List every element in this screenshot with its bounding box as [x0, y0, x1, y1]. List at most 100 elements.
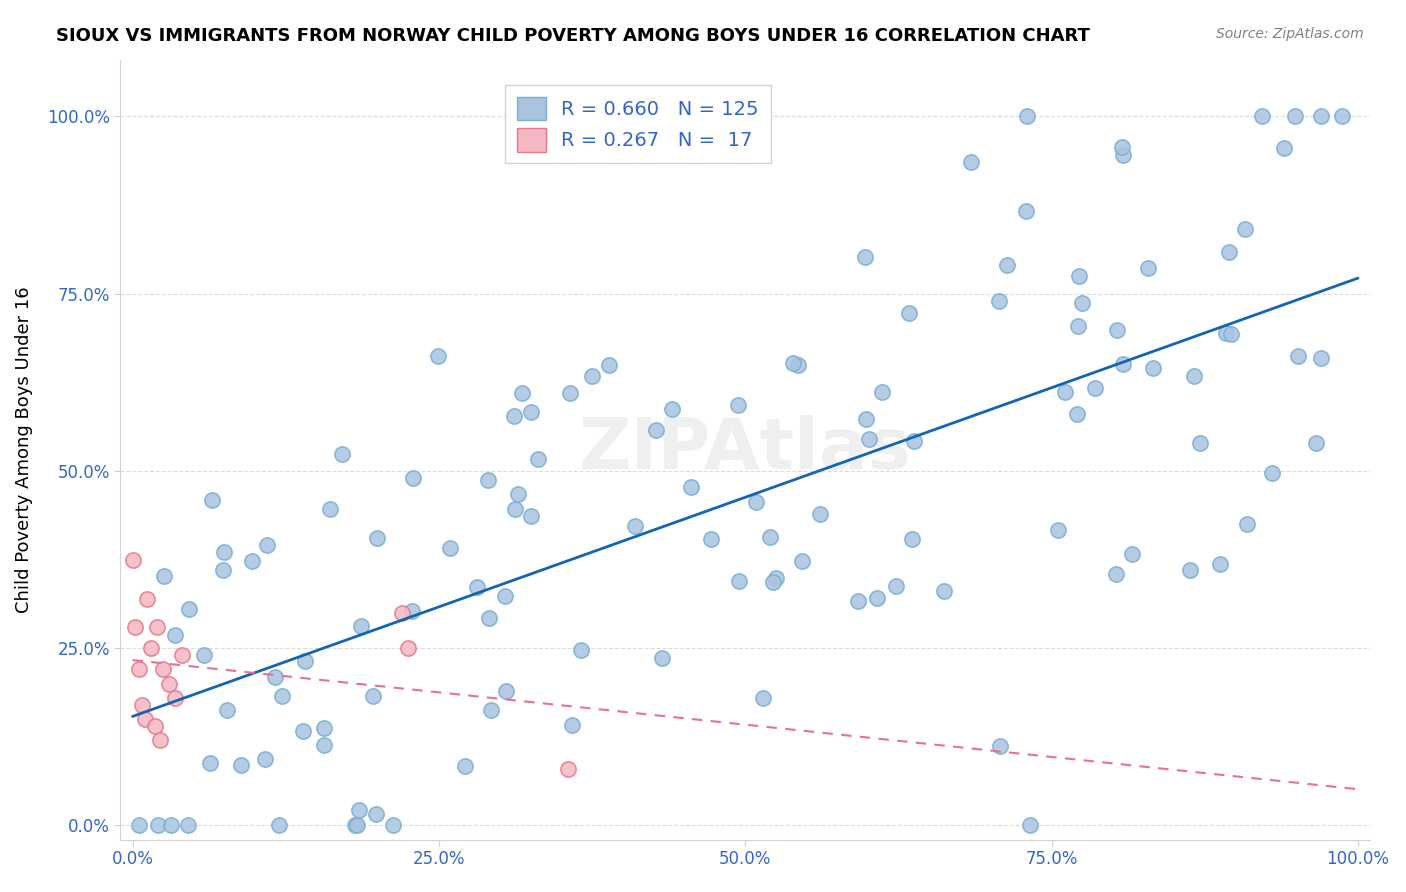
Sioux — [808, 507, 831, 521]
Sioux — [988, 739, 1011, 754]
Sioux — [872, 384, 894, 399]
Sioux — [253, 752, 276, 766]
Sioux — [645, 423, 668, 437]
Sioux — [901, 532, 924, 546]
Sioux — [361, 689, 384, 703]
Sioux — [866, 591, 889, 606]
Sioux — [1286, 349, 1309, 363]
Sioux — [728, 574, 751, 589]
Immigrants from Norway — [557, 762, 579, 776]
Sioux — [510, 386, 533, 401]
Sioux — [229, 758, 252, 772]
Sioux — [160, 818, 183, 832]
Sioux — [1111, 140, 1133, 154]
Sioux — [401, 604, 423, 618]
Sioux — [853, 250, 876, 264]
Sioux — [256, 538, 278, 552]
Immigrants from Norway — [146, 620, 169, 634]
Sioux — [661, 401, 683, 416]
Sioux — [1121, 547, 1143, 561]
Sioux — [350, 619, 373, 633]
Immigrants from Norway — [139, 641, 162, 656]
Sioux — [1215, 326, 1237, 340]
Sioux — [1104, 566, 1126, 581]
Sioux — [520, 405, 543, 419]
Immigrants from Norway — [121, 552, 143, 566]
Sioux — [319, 501, 342, 516]
Immigrants from Norway — [148, 733, 170, 747]
Sioux — [366, 532, 388, 546]
Sioux — [995, 258, 1018, 272]
Text: SIOUX VS IMMIGRANTS FROM NORWAY CHILD POVERTY AMONG BOYS UNDER 16 CORRELATION CH: SIOUX VS IMMIGRANTS FROM NORWAY CHILD PO… — [56, 27, 1090, 45]
Sioux — [765, 571, 787, 585]
Sioux — [269, 818, 291, 832]
Immigrants from Norway — [396, 641, 419, 656]
Immigrants from Norway — [128, 663, 150, 677]
Text: ZIPAtlas: ZIPAtlas — [579, 415, 911, 484]
Immigrants from Norway — [170, 648, 193, 663]
Sioux — [212, 563, 235, 577]
Sioux — [1066, 407, 1088, 421]
Sioux — [1067, 268, 1090, 283]
Sioux — [312, 738, 335, 752]
Sioux — [312, 721, 335, 735]
Sioux — [960, 154, 983, 169]
Sioux — [681, 480, 703, 494]
Sioux — [1018, 818, 1040, 832]
Sioux — [527, 452, 550, 467]
Sioux — [897, 306, 920, 320]
Sioux — [201, 492, 224, 507]
Immigrants from Norway — [157, 676, 180, 690]
Sioux — [1180, 563, 1202, 577]
Sioux — [786, 358, 808, 372]
Sioux — [858, 432, 880, 446]
Sioux — [1284, 109, 1306, 123]
Sioux — [1272, 141, 1295, 155]
Sioux — [177, 818, 200, 832]
Sioux — [1189, 436, 1212, 450]
Sioux — [1310, 109, 1333, 123]
Sioux — [200, 756, 222, 771]
Sioux — [427, 349, 450, 363]
Y-axis label: Child Poverty Among Boys Under 16: Child Poverty Among Boys Under 16 — [15, 286, 32, 613]
Sioux — [344, 818, 367, 832]
Sioux — [478, 610, 501, 624]
Sioux — [759, 530, 782, 544]
Sioux — [903, 434, 925, 449]
Sioux — [1236, 517, 1258, 532]
Sioux — [1209, 557, 1232, 571]
Sioux — [294, 654, 316, 668]
Sioux — [581, 368, 603, 383]
Sioux — [886, 579, 908, 593]
Sioux — [855, 412, 877, 426]
Sioux — [1233, 222, 1256, 236]
Sioux — [439, 541, 461, 555]
Sioux — [1047, 523, 1070, 537]
Sioux — [624, 518, 647, 533]
Sioux — [1251, 109, 1274, 123]
Sioux — [745, 495, 768, 509]
Sioux — [346, 818, 368, 832]
Sioux — [146, 818, 169, 832]
Sioux — [1142, 360, 1164, 375]
Sioux — [179, 602, 201, 616]
Sioux — [520, 509, 543, 524]
Sioux — [1112, 357, 1135, 371]
Sioux — [987, 293, 1010, 308]
Sioux — [263, 670, 285, 684]
Sioux — [163, 628, 186, 642]
Sioux — [651, 650, 673, 665]
Sioux — [1071, 296, 1094, 310]
Immigrants from Norway — [391, 606, 413, 620]
Sioux — [364, 807, 387, 822]
Sioux — [402, 471, 425, 485]
Sioux — [1107, 323, 1129, 337]
Sioux — [454, 759, 477, 773]
Sioux — [751, 690, 773, 705]
Sioux — [494, 589, 516, 603]
Sioux — [558, 386, 581, 401]
Sioux — [934, 583, 956, 598]
Sioux — [727, 398, 749, 412]
Sioux — [212, 545, 235, 559]
Sioux — [292, 723, 315, 738]
